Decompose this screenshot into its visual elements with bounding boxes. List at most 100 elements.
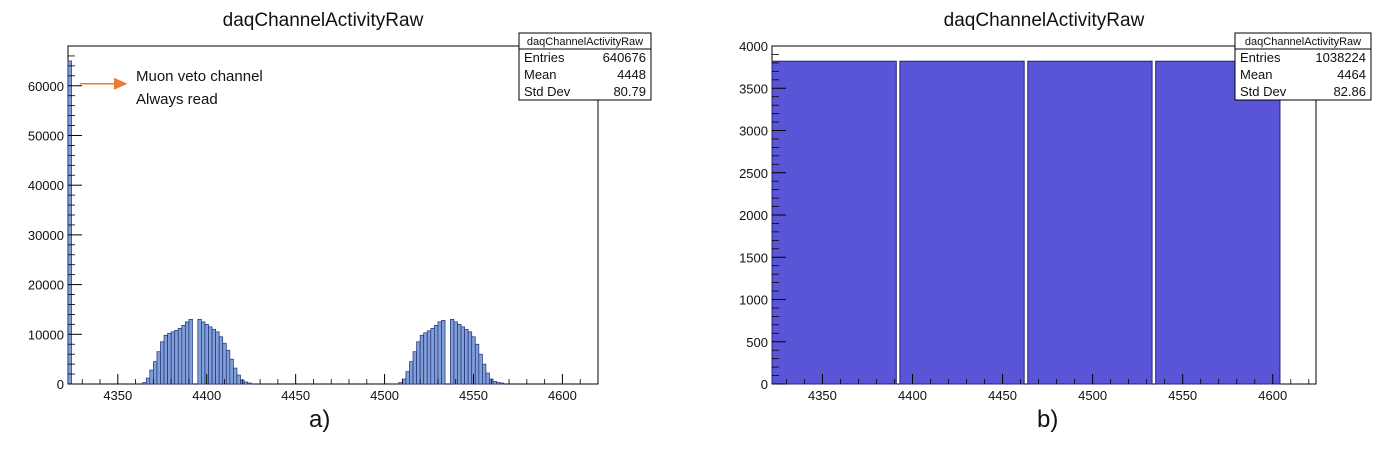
histogram-bin — [247, 382, 252, 385]
x-tick-label: 4450 — [281, 388, 310, 403]
histogram-bin — [1027, 60, 1153, 385]
histogram-bin — [156, 351, 161, 385]
histogram-bin — [430, 327, 435, 385]
y-tick-label: 50000 — [28, 128, 64, 143]
stats-box — [1234, 32, 1372, 101]
histogram-bin — [233, 367, 238, 385]
histogram-bin — [482, 363, 487, 385]
histogram-bin — [499, 382, 505, 385]
histogram-bin — [434, 324, 439, 385]
x-tick-label: 4400 — [898, 388, 927, 403]
histogram-bin — [899, 60, 1025, 385]
histogram-bin — [437, 321, 442, 385]
stats-label: Entries — [524, 50, 565, 65]
y-tick-label: 2000 — [739, 208, 768, 223]
x-tick-label: 4400 — [192, 388, 221, 403]
y-tick-label: 1500 — [739, 250, 768, 265]
histogram-bin — [453, 321, 458, 385]
histogram-bin — [229, 358, 234, 385]
histogram-bin — [457, 324, 462, 385]
histogram-bin — [218, 336, 224, 385]
histogram-bin — [208, 326, 213, 385]
x-tick-label: 4450 — [988, 388, 1017, 403]
chart-title: daqChannelActivityRaw — [944, 10, 1145, 31]
y-tick-label: 30000 — [28, 228, 64, 243]
x-tick-label: 4350 — [103, 388, 132, 403]
histogram-bin — [142, 382, 147, 385]
x-tick-label: 4500 — [1078, 388, 1107, 403]
y-tick-label: 40000 — [28, 178, 64, 193]
histogram-bin — [201, 321, 206, 385]
y-tick-label: 0 — [57, 377, 64, 392]
stats-value: 640676 — [603, 50, 646, 65]
stats-value: 4448 — [617, 67, 646, 82]
histogram-bin — [460, 326, 465, 385]
histogram-bin — [67, 60, 72, 385]
histogram-bin — [405, 371, 410, 385]
histogram-bin — [402, 378, 407, 385]
histogram-bin — [409, 361, 414, 385]
histogram-bin — [170, 331, 176, 385]
x-tick-label: 4600 — [548, 388, 577, 403]
chart-panel-b: daqChannelActivityRaw 4350 4400 4450 4500 455… — [739, 10, 1372, 403]
histogram-bin — [149, 369, 154, 385]
histogram-bin — [474, 343, 480, 385]
histogram-bin — [1155, 60, 1281, 385]
x-tick-label: 4600 — [1258, 388, 1287, 403]
histogram-bin — [450, 319, 455, 385]
histogram-bin — [177, 327, 183, 385]
annotation-text: Always read — [136, 91, 218, 108]
y-tick-label: 3000 — [739, 124, 768, 139]
histogram-bin — [419, 334, 425, 385]
stats-label: Mean — [524, 67, 557, 82]
histogram-bin — [153, 361, 158, 385]
y-tick-label: 1000 — [739, 293, 768, 308]
x-tick-label: 4350 — [808, 388, 837, 403]
histogram-bin — [225, 349, 231, 385]
y-tick-label: 10000 — [28, 327, 64, 342]
histogram-bin — [167, 332, 172, 385]
stats-label: Entries — [1240, 50, 1281, 65]
histogram-bin — [478, 353, 483, 385]
histogram-bin — [174, 329, 179, 385]
y-tick-label: 2500 — [739, 166, 768, 181]
histogram-bin — [441, 320, 446, 385]
stats-title: daqChannelActivityRaw — [527, 36, 643, 48]
stats-value: 1038224 — [1315, 50, 1366, 65]
histogram-bin — [423, 332, 428, 385]
histogram-bin — [771, 60, 897, 385]
y-tick-label: 20000 — [28, 278, 64, 293]
histogram-bin — [163, 334, 168, 385]
histogram-bin — [222, 342, 227, 385]
y-tick-label: 4000 — [739, 39, 768, 54]
panel-a-label: a) — [309, 406, 331, 433]
annotation-text: Muon veto channel — [136, 68, 263, 85]
histogram-bin — [492, 381, 497, 385]
histogram-bin — [211, 328, 216, 385]
x-tick-label: 4500 — [370, 388, 399, 403]
histogram-bin — [464, 328, 469, 385]
stats-value: 82.86 — [1333, 84, 1366, 99]
stats-label: Std Dev — [1240, 84, 1287, 99]
histogram-bin — [181, 324, 186, 385]
x-tick-label: 4550 — [459, 388, 488, 403]
histogram-bin — [496, 382, 501, 385]
stats-title: daqChannelActivityRaw — [1245, 36, 1361, 48]
y-tick-label: 3500 — [739, 81, 768, 96]
histogram-bin — [416, 341, 421, 385]
y-tick-label: 500 — [746, 335, 768, 350]
y-tick-label: 60000 — [28, 79, 64, 94]
histogram-bin — [398, 382, 403, 385]
histogram-bin — [426, 330, 432, 385]
panel-b-label: b) — [1037, 406, 1059, 433]
histogram-bin — [243, 381, 248, 385]
histogram-bin — [160, 341, 165, 385]
stats-label: Std Dev — [524, 84, 571, 99]
histogram-bin — [185, 321, 190, 385]
stats-value: 80.79 — [613, 84, 646, 99]
histogram-bin — [236, 374, 241, 385]
histogram-bin — [197, 319, 202, 385]
y-tick-label: 0 — [761, 377, 768, 392]
x-tick-label: 4550 — [1168, 388, 1197, 403]
